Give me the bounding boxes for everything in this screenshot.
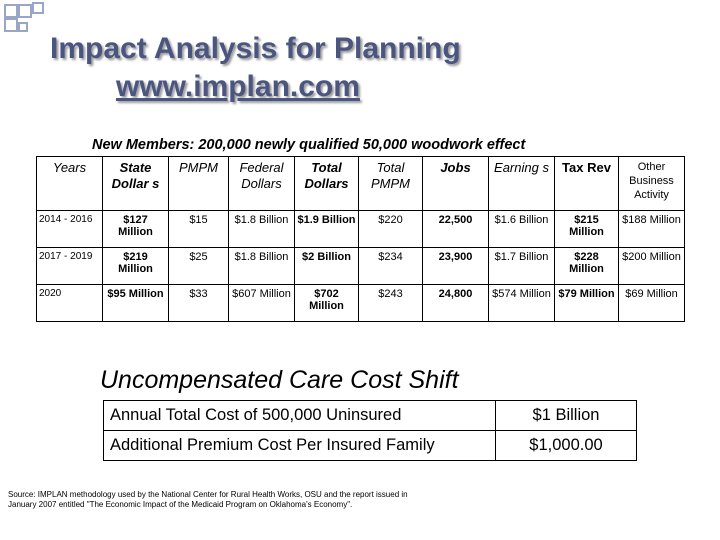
table-cell: $1.8 Billion [228, 247, 295, 285]
table-cell: $79 Million [554, 284, 619, 322]
title-link[interactable]: www.implan.com [116, 70, 360, 103]
table-cell: $219 Million [102, 247, 169, 285]
table-cell: $25 [168, 247, 229, 285]
header-federal-dollars: Federal Dollars [228, 156, 295, 211]
header-tax-rev: Tax Rev [554, 156, 619, 211]
source-note: Source: IMPLAN methodology used by the N… [8, 490, 408, 509]
cost-shift-heading: Uncompensated Care Cost Shift [100, 366, 459, 394]
table-cell: $69 Million [618, 284, 685, 322]
table-cell: $127 Million [102, 210, 169, 248]
table-row: 2017 - 2019 $219 Million $25 $1.8 Billio… [36, 247, 685, 285]
table-cell: $1.6 Billion [488, 210, 555, 248]
header-years: Years [36, 156, 103, 211]
table-cell: 23,900 [422, 247, 489, 285]
table-cell: 2014 - 2016 [36, 210, 103, 248]
table-row: 2020 $95 Million $33 $607 Million $702 M… [36, 284, 685, 322]
table-cell: $200 Million [618, 247, 685, 285]
table-cell: 22,500 [422, 210, 489, 248]
header-state-dollars: State Dollar s [102, 156, 169, 211]
table-cell: $702 Million [294, 284, 359, 322]
table-cell: $574 Million [488, 284, 555, 322]
cost-label: Annual Total Cost of 500,000 Uninsured [103, 400, 496, 431]
table-cell: $95 Million [102, 284, 169, 322]
title-line-1: Impact Analysis for Planning [50, 32, 461, 65]
table-row: 2014 - 2016 $127 Million $15 $1.8 Billio… [36, 210, 685, 248]
subtitle: New Members: 200,000 newly qualified 50,… [92, 137, 526, 153]
cost-label: Additional Premium Cost Per Insured Fami… [103, 430, 496, 461]
table-cell: $1.7 Billion [488, 247, 555, 285]
table-cell: $215 Million [554, 210, 619, 248]
header-total-dollars: Total Dollars [294, 156, 359, 211]
table-cell: 2017 - 2019 [36, 247, 103, 285]
table-cell: $220 [358, 210, 423, 248]
table-row: Additional Premium Cost Per Insured Fami… [103, 430, 637, 461]
table-cell: $2 Billion [294, 247, 359, 285]
table-row: Annual Total Cost of 500,000 Uninsured $… [103, 400, 637, 431]
table-cell: $234 [358, 247, 423, 285]
header-earnings: Earning s [488, 156, 555, 211]
table-cell: $228 Million [554, 247, 619, 285]
table-cell: $607 Million [228, 284, 295, 322]
page-title: Impact Analysis for Planning www.implan.… [50, 30, 610, 106]
table-cell: $15 [168, 210, 229, 248]
table-header-row: Years State Dollar s PMPM Federal Dollar… [36, 156, 685, 211]
corner-decoration [0, 0, 60, 40]
table-cell: $243 [358, 284, 423, 322]
header-jobs: Jobs [422, 156, 489, 211]
cost-value: $1 Billion [495, 400, 637, 431]
cost-value: $1,000.00 [495, 430, 637, 461]
header-other-business: Other Business Activity [618, 156, 685, 211]
table-cell: 24,800 [422, 284, 489, 322]
table-cell: $188 Million [618, 210, 685, 248]
header-total-pmpm: Total PMPM [358, 156, 423, 211]
impact-table: Years State Dollar s PMPM Federal Dollar… [36, 156, 685, 322]
cost-shift-table: Annual Total Cost of 500,000 Uninsured $… [103, 400, 637, 461]
table-cell: $33 [168, 284, 229, 322]
table-cell: $1.9 Billion [294, 210, 359, 248]
header-pmpm: PMPM [168, 156, 229, 211]
table-cell: $1.8 Billion [228, 210, 295, 248]
table-cell: 2020 [36, 284, 103, 322]
